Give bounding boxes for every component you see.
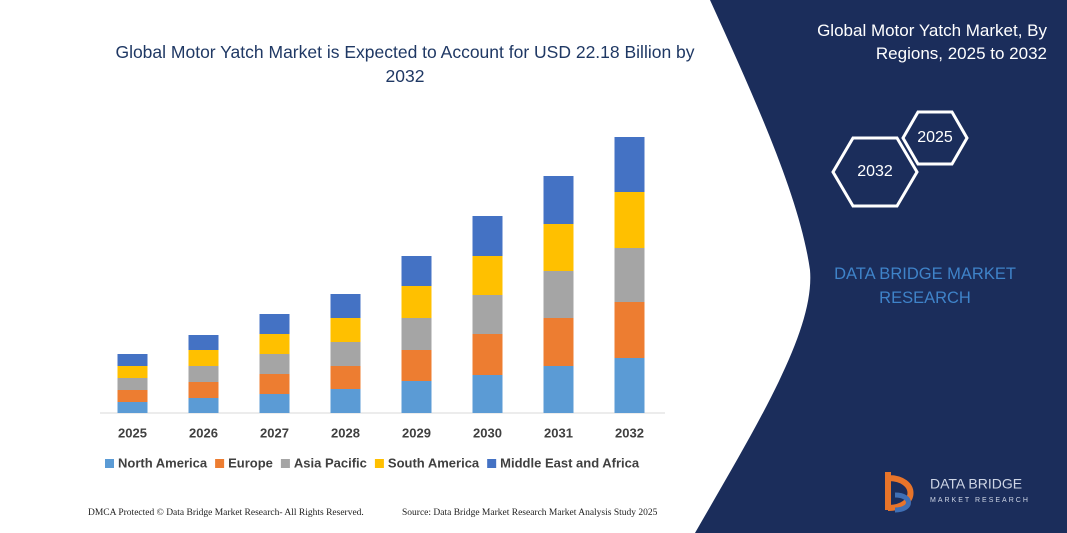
bar-segment [188, 398, 219, 413]
hexagon-label: 2025 [917, 129, 953, 146]
legend-swatch [374, 459, 384, 468]
bar-segment [117, 366, 148, 378]
bar-segment [330, 294, 361, 318]
x-tick-label: 2029 [402, 425, 431, 440]
legend-swatch [280, 459, 290, 468]
legend-label: Asia Pacific [294, 455, 367, 470]
bar-segment [330, 342, 361, 366]
bar-segment [543, 318, 574, 366]
x-tick-label: 2031 [544, 425, 573, 440]
legend-label: South America [388, 455, 480, 470]
bar-segment [117, 402, 148, 413]
x-tick-label: 2028 [331, 425, 360, 440]
bar-segment [259, 354, 290, 374]
bar-segment [472, 375, 503, 413]
bar-segment [330, 366, 361, 389]
bar-segment [472, 334, 503, 375]
x-tick-label: 2030 [473, 425, 502, 440]
bar-segment [259, 394, 290, 413]
bar-segment [259, 314, 290, 334]
bar-segment [614, 358, 645, 413]
bar-segment [614, 192, 645, 248]
hexagon [831, 136, 919, 208]
bar-segment [188, 335, 219, 350]
x-tick-label: 2025 [118, 425, 147, 440]
bar-segment [259, 374, 290, 394]
bar-segment [401, 256, 432, 286]
legend-label: Europe [228, 455, 273, 470]
footer-left: DMCA Protected © Data Bridge Market Rese… [88, 508, 364, 518]
bar-segment [472, 295, 503, 334]
bar-segment [614, 248, 645, 302]
bar-segment [330, 318, 361, 342]
bar-segment [188, 382, 219, 398]
bar-segment [543, 224, 574, 271]
bar-segment [401, 381, 432, 413]
logo: DATA BRIDGE MARKET RESEARCH [885, 472, 1030, 513]
bar-segment [330, 389, 361, 413]
legend-swatch [215, 459, 225, 468]
bar-segment [188, 350, 219, 366]
bar-segment [614, 137, 645, 192]
footer-right: Source: Data Bridge Market Research Mark… [402, 508, 658, 518]
bar-segment [401, 318, 432, 350]
bar-segment [543, 176, 574, 224]
legend-swatch [487, 459, 497, 468]
side-panel [695, 0, 1067, 533]
logo-mark [885, 472, 914, 511]
legend-label: Middle East and Africa [500, 455, 640, 470]
bar-segment [472, 216, 503, 256]
hexagon [901, 110, 969, 166]
x-tick-label: 2027 [260, 425, 289, 440]
bar-segment [472, 256, 503, 295]
bar-segment [117, 354, 148, 366]
logo-mark [894, 492, 911, 513]
bar-segment [543, 271, 574, 318]
hexagon-label: 2032 [857, 163, 893, 180]
brand-text: DATA BRIDGE MARKET RESEARCH [834, 265, 1016, 307]
bar-segment [614, 302, 645, 358]
bar-segment [401, 350, 432, 381]
bar-segment [401, 286, 432, 318]
bar-segment [117, 378, 148, 390]
x-tick-label: 2032 [615, 425, 644, 440]
logo-name: DATA BRIDGE [930, 476, 1022, 492]
panel-title: Global Motor Yatch Market, By Regions, 2… [817, 21, 1047, 63]
legend-swatch [105, 459, 114, 468]
legend-label: North America [118, 455, 208, 470]
chart-title: Global Motor Yatch Market is Expected to… [115, 42, 695, 86]
bar-segment [259, 334, 290, 354]
bar-segment [188, 366, 219, 382]
x-tick-label: 2026 [189, 425, 218, 440]
logo-tagline: MARKET RESEARCH [930, 497, 1030, 504]
bar-segment [543, 366, 574, 413]
bar-segment [117, 390, 148, 402]
